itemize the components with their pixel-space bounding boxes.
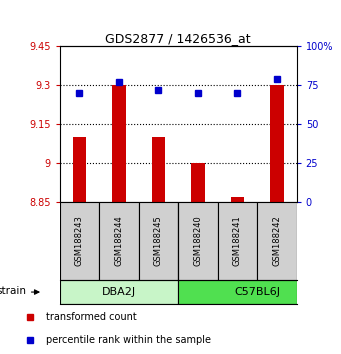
Bar [257,202,297,280]
Bar [218,202,257,280]
Text: GSM188245: GSM188245 [154,215,163,266]
Bar [112,85,126,202]
Bar [178,280,297,304]
Text: C57BL6J: C57BL6J [234,287,280,297]
Bar [270,85,284,202]
Bar [191,163,205,202]
Text: strain: strain [0,286,27,296]
Text: GSM188240: GSM188240 [193,215,203,266]
Text: GSM188244: GSM188244 [115,215,123,266]
Title: GDS2877 / 1426536_at: GDS2877 / 1426536_at [105,32,251,45]
Bar [178,202,218,280]
Text: GSM188242: GSM188242 [272,215,281,266]
Bar [99,202,139,280]
Bar [139,202,178,280]
Bar [151,137,165,202]
Bar [60,202,99,280]
Bar [73,137,86,202]
Text: GSM188243: GSM188243 [75,215,84,266]
Text: DBA2J: DBA2J [102,287,136,297]
Bar [231,196,244,202]
Text: GSM188241: GSM188241 [233,215,242,266]
Bar [60,280,178,304]
Text: percentile rank within the sample: percentile rank within the sample [46,335,211,346]
Text: transformed count: transformed count [46,312,137,322]
